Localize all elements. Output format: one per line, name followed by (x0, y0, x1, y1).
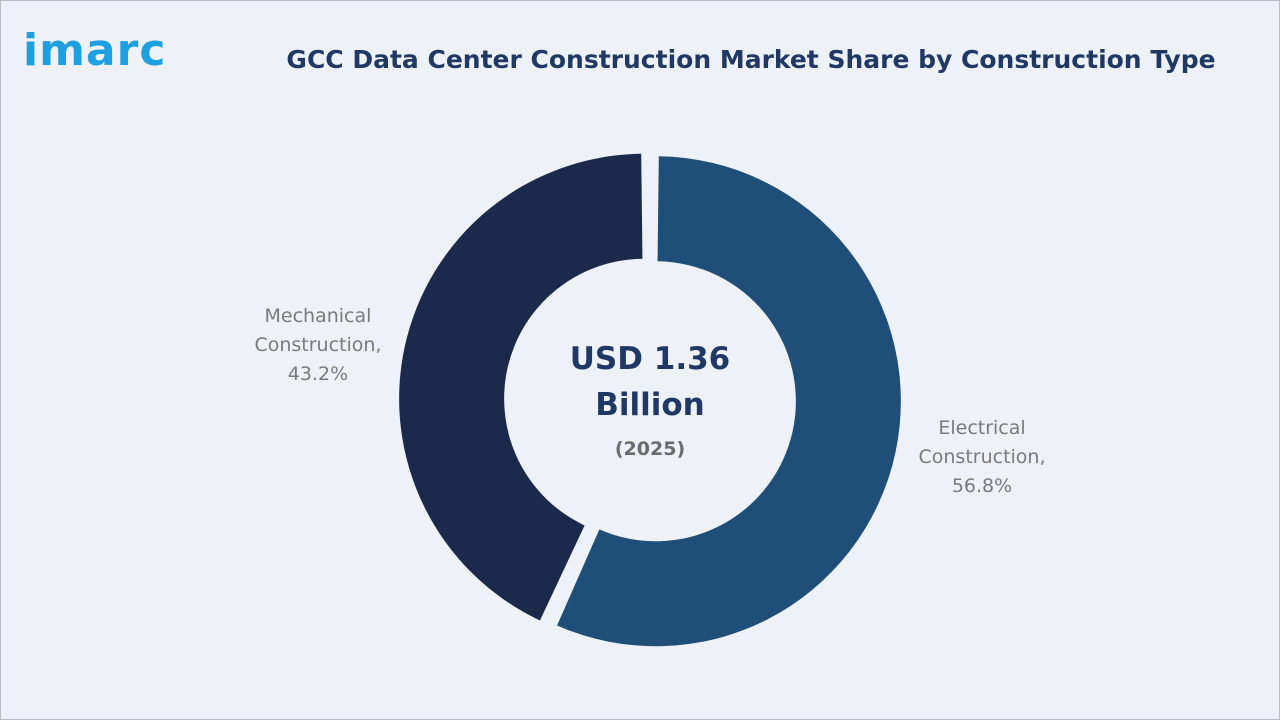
center-value-line1: USD 1.36 (570, 341, 731, 377)
slice-label-electrical-construction: Electrical Construction, 56.8% (919, 417, 1046, 497)
slice-label-mechanical-construction: Mechanical Construction, 43.2% (254, 305, 381, 385)
center-year: (2025) (615, 438, 685, 460)
slices-group (399, 153, 901, 647)
slice-electrical-construction (557, 156, 901, 647)
imarc-logo: imarc (23, 25, 167, 76)
slice-labels-group: Electrical Construction, 56.8% Mechanical Co… (254, 305, 1045, 497)
center-value-line2: Billion (595, 387, 705, 423)
slice-mechanical-construction (399, 153, 643, 621)
chart-title: GCC Data Center Construction Market Shar… (286, 45, 1216, 74)
